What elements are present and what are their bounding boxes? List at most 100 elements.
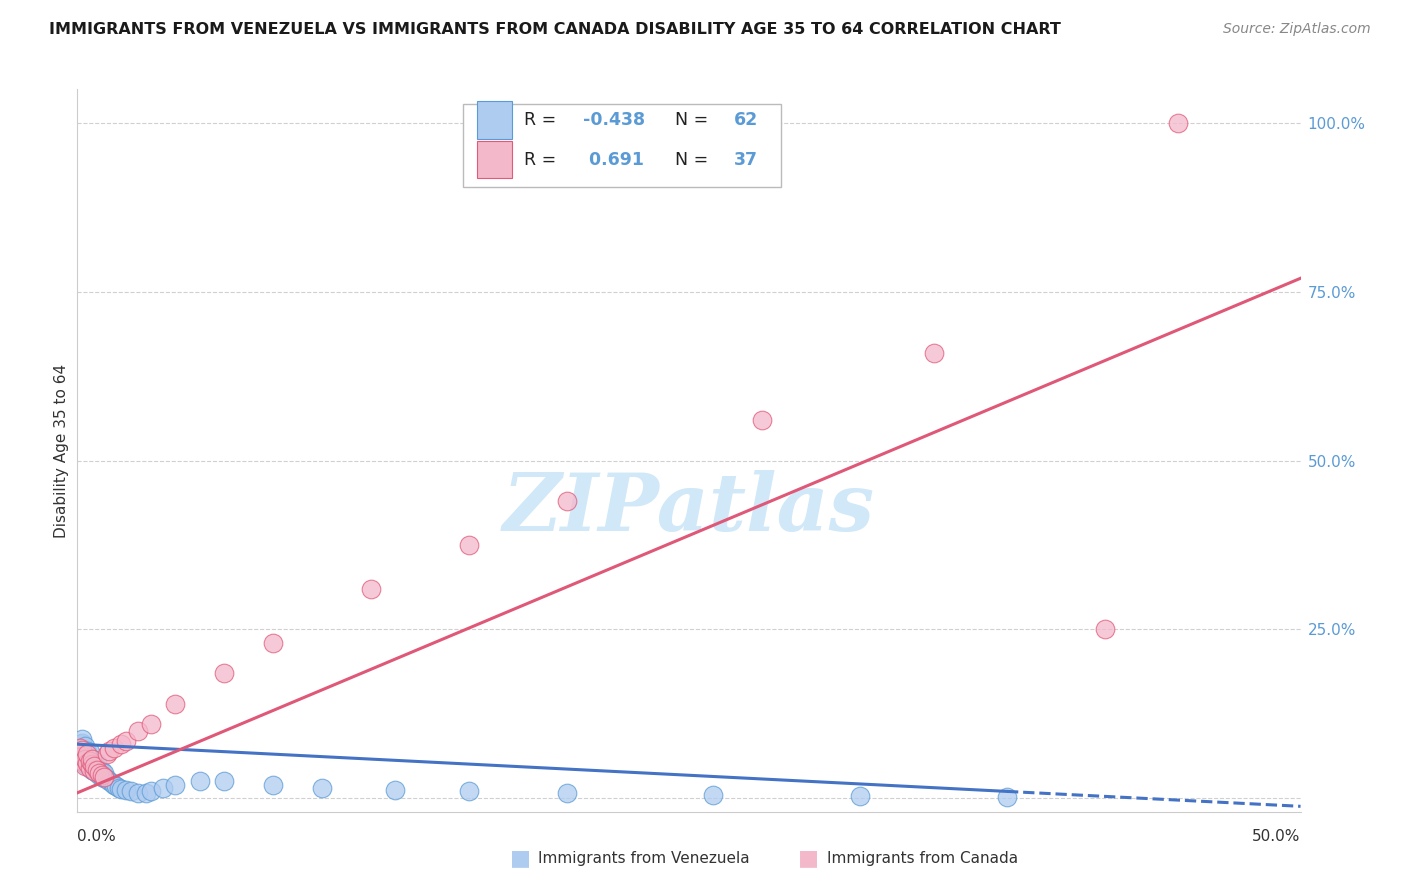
FancyBboxPatch shape [463, 103, 780, 186]
Text: 37: 37 [734, 151, 758, 169]
Point [86, 765, 108, 780]
Point [89, 763, 111, 777]
Point [849, 789, 872, 804]
Point [108, 781, 131, 796]
Text: ■: ■ [510, 848, 530, 868]
Point [73, 757, 96, 772]
Point [70, 736, 93, 750]
Point [76, 754, 98, 768]
Text: ZIPatlas: ZIPatlas [503, 469, 875, 547]
Point [83, 759, 105, 773]
Point [73, 759, 96, 773]
Point [79, 750, 101, 764]
Point [80, 752, 103, 766]
Point [262, 636, 284, 650]
Point [110, 737, 132, 751]
Point [1167, 116, 1189, 130]
Text: Immigrants from Venezuela: Immigrants from Venezuela [538, 851, 751, 865]
Point [69, 737, 91, 751]
Point [70, 731, 93, 746]
Text: N =: N = [665, 111, 714, 128]
Point [69, 745, 91, 759]
Point [70, 752, 93, 766]
Point [86, 756, 108, 770]
Text: ■: ■ [799, 848, 818, 868]
Point [311, 781, 333, 796]
Point [76, 749, 98, 764]
Point [69, 740, 91, 755]
Point [1094, 623, 1116, 637]
Point [69, 745, 91, 759]
Point [457, 538, 479, 552]
Point [69, 740, 91, 755]
Point [83, 754, 105, 768]
Point [89, 765, 111, 780]
Point [98, 744, 121, 758]
Point [555, 786, 578, 800]
Text: R =: R = [524, 111, 561, 128]
Point [76, 744, 98, 758]
Point [79, 754, 101, 768]
Point [70, 749, 93, 764]
Point [555, 494, 578, 508]
Point [120, 784, 142, 798]
Point [212, 774, 235, 789]
Point [70, 749, 93, 764]
Text: R =: R = [524, 151, 561, 169]
Bar [477, 141, 512, 178]
Point [90, 770, 112, 784]
Point [165, 697, 187, 711]
Point [103, 740, 125, 755]
Point [139, 717, 162, 731]
Point [165, 778, 187, 792]
Point [79, 756, 101, 770]
Point [73, 739, 96, 753]
Point [98, 774, 121, 789]
Point [89, 767, 111, 781]
Point [110, 782, 132, 797]
Text: N =: N = [665, 151, 714, 169]
Text: 0.0%: 0.0% [77, 829, 117, 844]
Point [83, 759, 105, 773]
Point [86, 761, 108, 775]
Point [93, 771, 115, 785]
Bar [477, 101, 512, 138]
Point [139, 784, 162, 798]
Point [103, 778, 125, 792]
Text: IMMIGRANTS FROM VENEZUELA VS IMMIGRANTS FROM CANADA DISABILITY AGE 35 TO 64 CORR: IMMIGRANTS FROM VENEZUELA VS IMMIGRANTS … [49, 22, 1062, 37]
Point [262, 778, 284, 792]
Point [70, 740, 93, 755]
Point [360, 582, 382, 596]
Text: Source: ZipAtlas.com: Source: ZipAtlas.com [1223, 22, 1371, 37]
Text: Immigrants from Canada: Immigrants from Canada [827, 851, 1018, 865]
Point [83, 764, 105, 779]
Point [69, 750, 91, 764]
Point [76, 759, 98, 773]
Point [702, 788, 724, 802]
Point [76, 747, 98, 762]
Point [135, 787, 157, 801]
Point [76, 756, 98, 770]
Point [83, 764, 105, 779]
Point [128, 786, 150, 800]
Point [115, 783, 138, 797]
Point [79, 761, 101, 775]
Text: 62: 62 [734, 111, 758, 128]
Point [70, 744, 93, 758]
Point [73, 747, 96, 762]
Point [115, 734, 138, 748]
Text: 50.0%: 50.0% [1253, 829, 1301, 844]
Point [922, 345, 945, 359]
Point [152, 781, 174, 796]
Point [86, 763, 108, 777]
Point [105, 779, 128, 793]
Point [751, 413, 773, 427]
Point [100, 776, 122, 790]
Point [384, 783, 406, 797]
Point [73, 742, 96, 756]
Point [79, 745, 101, 759]
Point [80, 763, 103, 777]
Text: 0.691: 0.691 [582, 151, 644, 169]
Point [80, 752, 103, 766]
Y-axis label: Disability Age 35 to 64: Disability Age 35 to 64 [53, 363, 69, 538]
